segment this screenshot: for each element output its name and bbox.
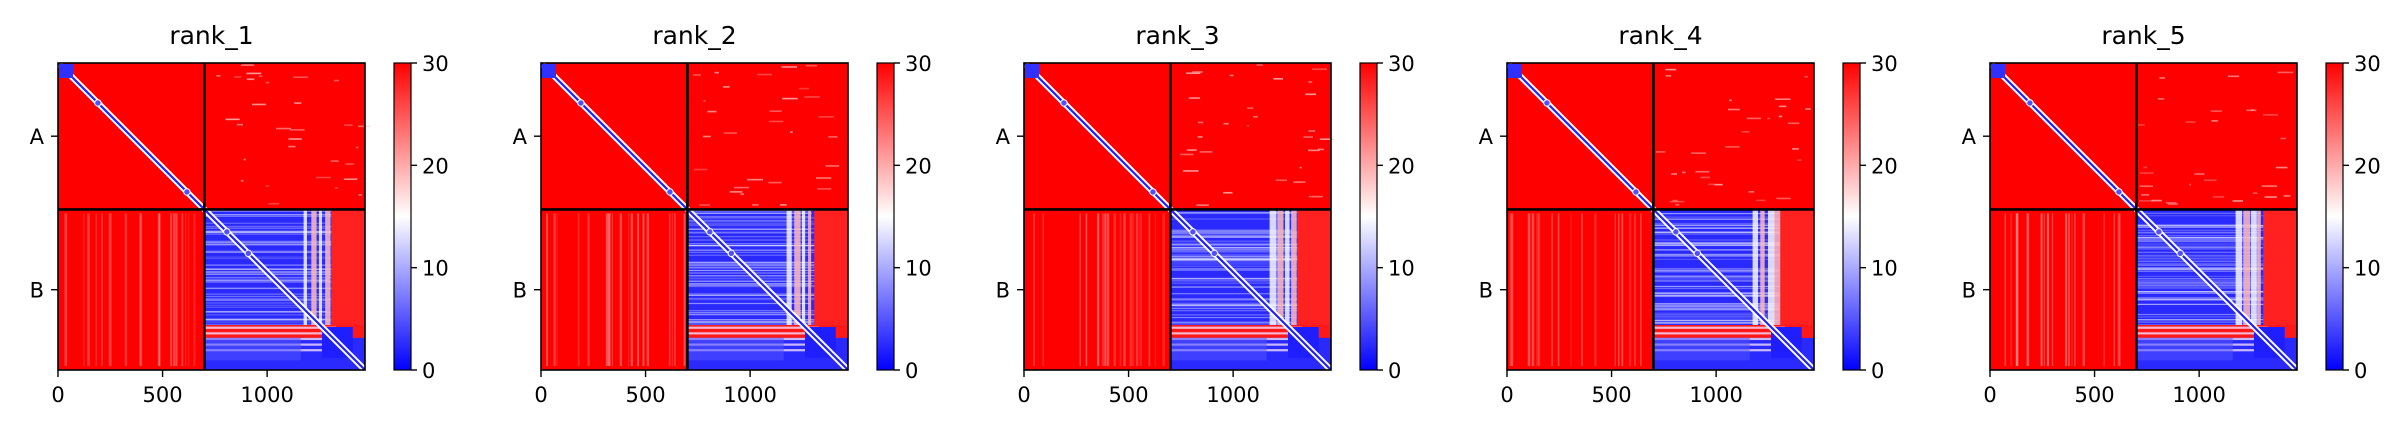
panel-title: rank_2 <box>652 21 736 50</box>
diagonal <box>1504 60 1817 373</box>
x-tick-label: 0 <box>51 383 64 407</box>
colorbar: 0 10 20 30 <box>1842 52 1898 383</box>
upper-right-speckles <box>2137 71 2294 205</box>
heatmap-panel-5: rank_5 0 500 1000 A B 0 10 20 30 <box>1962 21 2381 407</box>
chain-b-block <box>2136 209 2297 370</box>
panel-title: rank_5 <box>2101 21 2185 50</box>
y-tick-label: B <box>996 279 1010 303</box>
x-tick-label: 0 <box>1017 383 1030 407</box>
diagonal <box>55 60 368 373</box>
colorbar-tick-label: 30 <box>1871 52 1898 76</box>
y-tick-label: A <box>996 125 1011 149</box>
colorbar-tick-label: 0 <box>422 359 435 383</box>
upper-right-speckles <box>1655 68 1811 206</box>
colorbar-tick-label: 10 <box>905 257 932 281</box>
y-tick-label: B <box>513 279 527 303</box>
colorbar: 0 10 20 30 <box>393 52 449 383</box>
x-tick-label: 1000 <box>1206 383 1259 407</box>
panel-title: rank_1 <box>169 21 253 50</box>
colorbar-tick-label: 30 <box>422 52 449 76</box>
y-tick-label: A <box>1479 125 1494 149</box>
plot-frame <box>1989 62 2298 371</box>
plot-frame <box>1506 62 1815 371</box>
colorbar-tick-label: 20 <box>1388 154 1415 178</box>
colorbar: 0 10 20 30 <box>2325 52 2381 383</box>
x-tick-label: 500 <box>626 383 666 407</box>
x-tick-label: 0 <box>1500 383 1513 407</box>
colorbar-tick-label: 0 <box>1871 359 1884 383</box>
diagonal <box>538 60 851 373</box>
diagonal <box>1021 60 1334 373</box>
plot-frame <box>540 62 849 371</box>
y-tick-label: B <box>30 279 44 303</box>
lower-left-streaks <box>546 213 686 366</box>
colorbar-tick-label: 20 <box>2354 154 2381 178</box>
colorbar-tick-label: 0 <box>1388 359 1401 383</box>
colorbar-tick-label: 10 <box>1871 257 1898 281</box>
colorbar-tick-label: 10 <box>422 257 449 281</box>
heatmap-panel-4: rank_4 0 500 1000 A B 0 10 20 30 <box>1479 21 1898 407</box>
lower-left-streaks <box>1033 213 1165 366</box>
x-tick-label: 0 <box>534 383 547 407</box>
x-tick-label: 1000 <box>1689 383 1742 407</box>
heatmap-panel-1: rank_1 0 500 1000 A B 0 10 20 30 <box>30 21 449 407</box>
heatmap-panel-3: rank_3 0 500 1000 A B 0 10 20 30 <box>996 21 1415 407</box>
colorbar-tick-label: 20 <box>1871 154 1898 178</box>
colorbar-tick-label: 20 <box>905 154 932 178</box>
y-tick-label: A <box>30 125 45 149</box>
x-tick-label: 1000 <box>723 383 776 407</box>
upper-right-speckles <box>216 64 371 205</box>
x-tick-label: 500 <box>1109 383 1149 407</box>
x-tick-label: 500 <box>1592 383 1632 407</box>
colorbar: 0 10 20 30 <box>876 52 932 383</box>
x-tick-label: 500 <box>143 383 183 407</box>
lower-left-streaks <box>64 213 196 366</box>
x-tick-label: 0 <box>1983 383 1996 407</box>
colorbar-tick-label: 30 <box>1388 52 1415 76</box>
colorbar-tick-label: 10 <box>1388 257 1415 281</box>
colorbar: 0 10 20 30 <box>1359 52 1415 383</box>
x-tick-label: 1000 <box>2172 383 2225 407</box>
y-tick-label: B <box>1962 279 1976 303</box>
colorbar-tick-label: 30 <box>2354 52 2381 76</box>
panel-title: rank_4 <box>1618 21 1702 50</box>
upper-right-speckles <box>692 64 840 206</box>
y-tick-label: A <box>1962 125 1977 149</box>
colorbar-tick-label: 0 <box>2354 359 2367 383</box>
colorbar-tick-label: 30 <box>905 52 932 76</box>
upper-right-speckles <box>1180 64 1334 206</box>
plot-frame <box>57 62 366 371</box>
lower-left-streaks <box>2004 213 2121 366</box>
plot-frame <box>1023 62 1332 371</box>
heatmap-panel-2: rank_2 0 500 1000 A B 0 10 20 30 <box>513 21 932 407</box>
lower-left-streaks <box>1509 213 1642 366</box>
diagonal <box>1987 60 2300 373</box>
colorbar-tick-label: 20 <box>422 154 449 178</box>
x-tick-label: 500 <box>2075 383 2115 407</box>
y-tick-label: A <box>513 125 528 149</box>
colorbar-tick-label: 0 <box>905 359 918 383</box>
x-tick-label: 1000 <box>240 383 293 407</box>
colorbar-tick-label: 10 <box>2354 257 2381 281</box>
panel-title: rank_3 <box>1135 21 1219 50</box>
y-tick-label: B <box>1479 279 1493 303</box>
